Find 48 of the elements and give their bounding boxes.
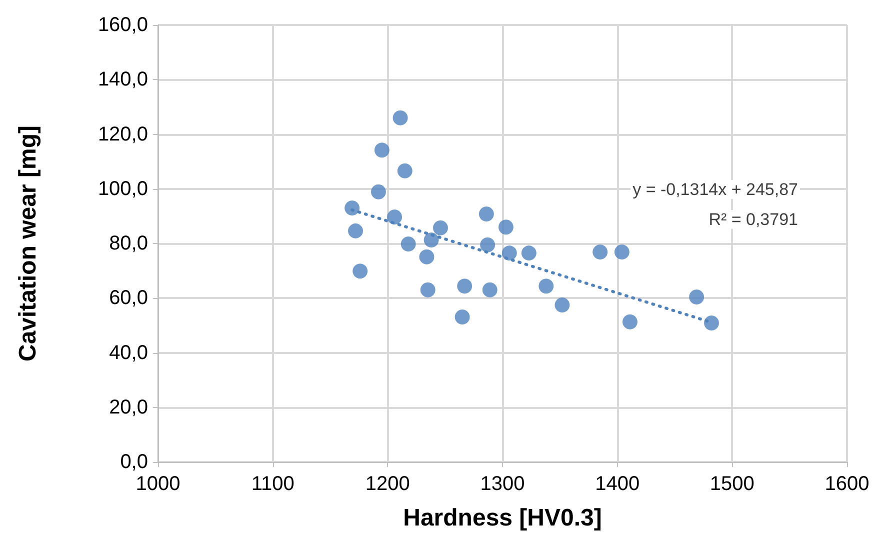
x-axis-title: Hardness [HV0.3] <box>403 504 602 532</box>
y-tick-label: 120,0 <box>98 123 148 146</box>
x-tick-label: 1200 <box>365 473 410 495</box>
point <box>622 314 638 330</box>
point <box>704 315 719 330</box>
point <box>352 264 368 279</box>
point <box>498 220 514 235</box>
point <box>502 246 517 261</box>
x-tick-label: 1000 <box>136 473 180 495</box>
point <box>614 244 630 260</box>
y-tick-label: 160,0 <box>98 14 148 36</box>
y-tick-label: 0,0 <box>120 451 148 473</box>
point <box>433 220 448 236</box>
annotation: R² = 0,3791 <box>708 210 798 229</box>
point <box>478 206 494 222</box>
point <box>480 237 496 252</box>
y-axis-title: Cavitation wear [mg] <box>14 125 42 362</box>
point <box>348 223 364 238</box>
point <box>387 210 402 225</box>
point <box>397 163 412 178</box>
y-tick-label: 140,0 <box>98 68 148 91</box>
point <box>554 297 570 312</box>
point <box>400 236 416 252</box>
x-tick-label: 1500 <box>710 473 754 495</box>
point <box>392 110 408 126</box>
point <box>374 142 390 158</box>
y-tick-label: 40,0 <box>109 342 148 364</box>
point <box>424 232 439 248</box>
point <box>521 246 536 261</box>
x-tick-label: 1400 <box>595 473 640 495</box>
y-tick-label: 80,0 <box>109 232 148 254</box>
point <box>592 244 608 260</box>
point <box>538 278 554 294</box>
x-tick-label: 1100 <box>251 473 294 495</box>
x-tick-label: 1600 <box>824 473 870 495</box>
point <box>344 200 360 216</box>
point <box>419 249 434 264</box>
x-tick-label: 1300 <box>480 473 525 495</box>
annotation: y = -0,1314x + 245,87 <box>632 180 798 199</box>
point <box>689 290 704 305</box>
point <box>454 309 470 324</box>
point <box>482 282 498 298</box>
point <box>420 282 436 298</box>
y-tick-label: 60,0 <box>109 287 148 310</box>
point <box>370 184 386 200</box>
point <box>457 278 472 294</box>
y-tick-label: 20,0 <box>109 396 148 418</box>
y-tick-label: 100,0 <box>98 178 148 200</box>
